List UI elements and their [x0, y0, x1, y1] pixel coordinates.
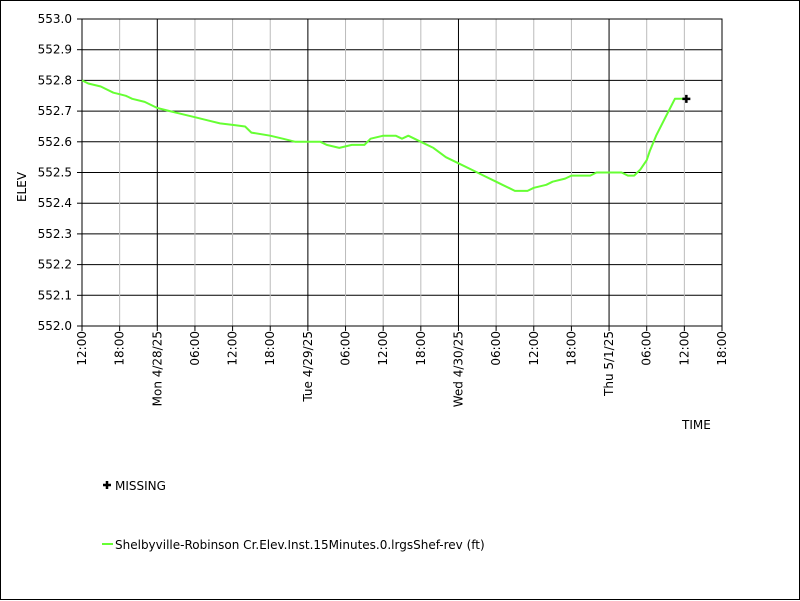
- x-tick-label: 18:00: [414, 331, 428, 366]
- x-axis-label: TIME: [681, 418, 711, 432]
- x-tick-labels: 12:00 18:00 Mon 4/28/25 06:00 12:00 18:00 Tue …: [75, 331, 729, 407]
- y-tick-label: 552.7: [38, 104, 72, 118]
- x-tick-label: 06:00: [339, 331, 353, 366]
- x-tick-label: 06:00: [188, 331, 202, 366]
- x-tick-label: 12:00: [677, 331, 691, 366]
- missing-point-marker: [682, 94, 691, 103]
- y-tick-label: 552.9: [38, 43, 72, 57]
- y-tick-label: 552.5: [38, 166, 72, 180]
- x-tick-label: 12:00: [527, 331, 541, 366]
- y-tick-labels: 552.0 552.1 552.2 552.3 552.4 552.5 552.6 552.7…: [38, 12, 72, 333]
- x-tick-label: 06:00: [640, 331, 654, 366]
- y-tick-label: 552.1: [38, 288, 72, 302]
- legend-missing-label: MISSING: [115, 479, 166, 493]
- y-tick-label: 552.3: [38, 227, 72, 241]
- series-group: [81, 79, 685, 192]
- x-tick-label: Wed 4/30/25: [451, 331, 465, 407]
- y-tick-label: 552.6: [38, 135, 72, 149]
- y-tick-label: 552.2: [38, 258, 72, 272]
- x-tick-label: 18:00: [113, 331, 127, 366]
- legend-missing: MISSING: [103, 479, 166, 493]
- series-line: [81, 79, 685, 192]
- x-tick-label: 12:00: [226, 331, 240, 366]
- y-tick-label: 553.0: [38, 12, 72, 26]
- x-tick-label: 18:00: [715, 331, 729, 366]
- legend-series-label: Shelbyville-Robinson Cr.Elev.Inst.15Minu…: [115, 538, 485, 552]
- legend-series: Shelbyville-Robinson Cr.Elev.Inst.15Minu…: [102, 538, 485, 552]
- x-tick-label: 12:00: [376, 331, 390, 366]
- x-tick-label: Tue 4/29/25: [301, 331, 315, 403]
- y-axis-label: ELEV: [15, 171, 29, 202]
- plot-border: [81, 18, 723, 327]
- y-tick-label: 552.0: [38, 319, 72, 333]
- x-tick-label: 12:00: [75, 331, 89, 366]
- y-tick-label: 552.4: [38, 196, 72, 210]
- missing-markers: [682, 94, 691, 103]
- x-tick-label: 06:00: [489, 331, 503, 366]
- x-tick-label: Mon 4/28/25: [150, 331, 164, 406]
- y-tick-label: 552.8: [38, 73, 72, 87]
- x-tick-label: 18:00: [263, 331, 277, 366]
- x-tick-label: Thu 5/1/25: [602, 331, 616, 397]
- x-tick-label: 18:00: [564, 331, 578, 366]
- missing-marker-icon: [103, 481, 111, 489]
